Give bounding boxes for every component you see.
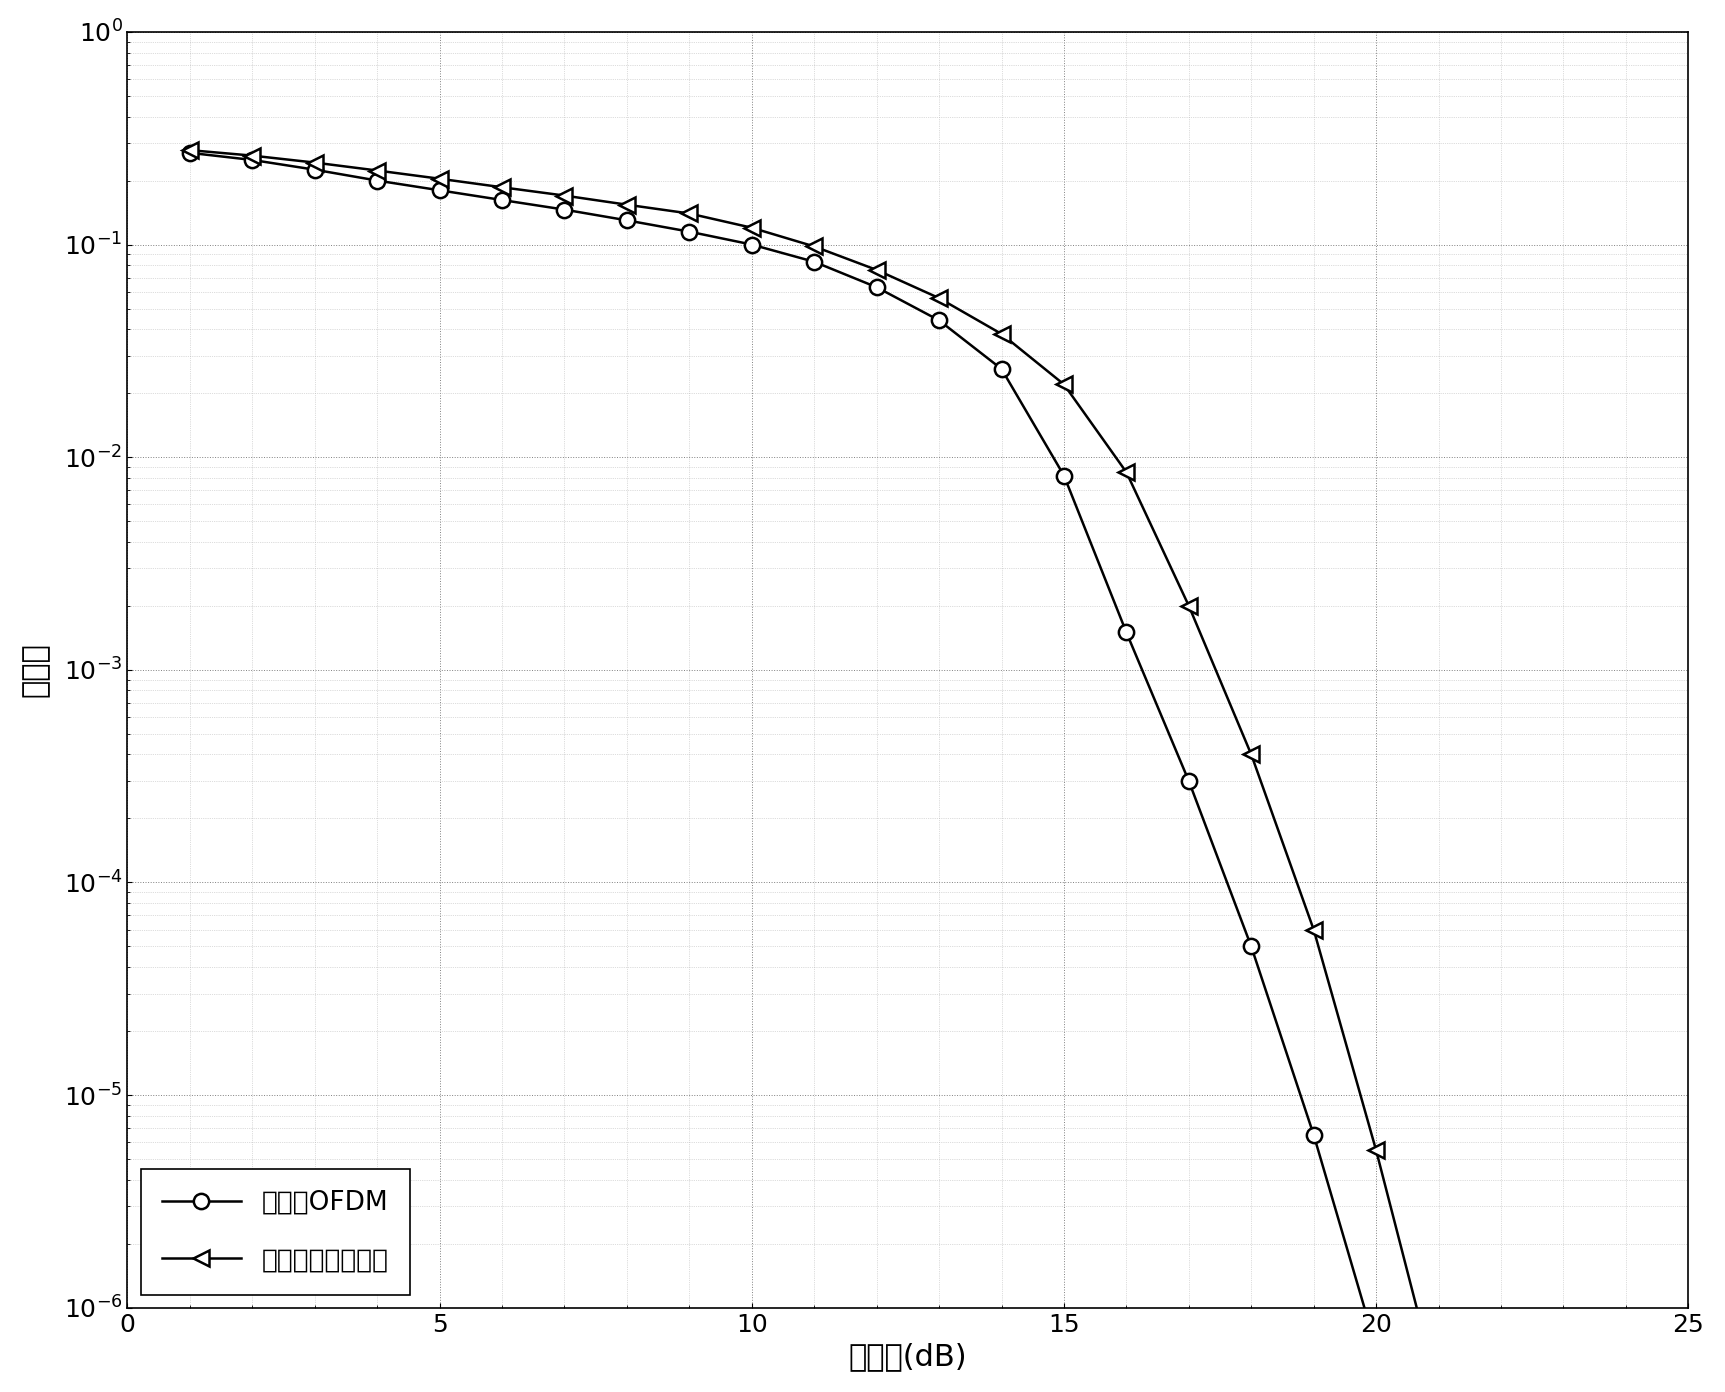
本发明提出的方法 (1304, 922, 1325, 938)
本发明提出的方法 (742, 220, 762, 237)
本发明提出的方法 (804, 238, 825, 255)
X-axis label: 信噪比(dB): 信噪比(dB) (849, 1342, 968, 1371)
自适应OFDM (1116, 624, 1137, 640)
自适应OFDM (804, 253, 825, 270)
本发明提出的方法 (242, 148, 262, 164)
本发明提出的方法 (1366, 1141, 1387, 1158)
自适应OFDM (367, 173, 388, 189)
自适应OFDM (304, 161, 324, 178)
自适应OFDM (616, 212, 637, 228)
自适应OFDM (1366, 1339, 1387, 1356)
本发明提出的方法 (1428, 1384, 1449, 1392)
Line: 本发明提出的方法: 本发明提出的方法 (183, 142, 1509, 1392)
自适应OFDM (742, 237, 762, 253)
自适应OFDM (242, 152, 262, 168)
自适应OFDM (179, 145, 200, 161)
自适应OFDM (1178, 773, 1199, 789)
自适应OFDM (1304, 1126, 1325, 1143)
自适应OFDM (492, 192, 512, 209)
自适应OFDM (866, 278, 887, 295)
本发明提出的方法 (554, 187, 574, 203)
本发明提出的方法 (430, 170, 450, 187)
Legend: 自适应OFDM, 本发明提出的方法: 自适应OFDM, 本发明提出的方法 (141, 1169, 411, 1295)
本发明提出的方法 (179, 142, 200, 159)
自适应OFDM (1240, 938, 1261, 955)
Y-axis label: 误码率: 误码率 (21, 643, 50, 697)
本发明提出的方法 (928, 290, 949, 306)
本发明提出的方法 (680, 205, 700, 221)
自适应OFDM (430, 182, 450, 199)
自适应OFDM (1054, 468, 1075, 484)
本发明提出的方法 (1116, 464, 1137, 480)
自适应OFDM (680, 223, 700, 239)
Line: 自适应OFDM: 自适应OFDM (183, 145, 1446, 1392)
本发明提出的方法 (492, 180, 512, 196)
本发明提出的方法 (1054, 376, 1075, 393)
自适应OFDM (928, 312, 949, 329)
本发明提出的方法 (616, 196, 637, 213)
自适应OFDM (992, 361, 1013, 377)
本发明提出的方法 (1240, 746, 1261, 763)
本发明提出的方法 (367, 161, 388, 178)
本发明提出的方法 (1178, 597, 1199, 614)
本发明提出的方法 (866, 262, 887, 278)
本发明提出的方法 (304, 155, 324, 171)
本发明提出的方法 (992, 326, 1013, 342)
自适应OFDM (554, 202, 574, 219)
